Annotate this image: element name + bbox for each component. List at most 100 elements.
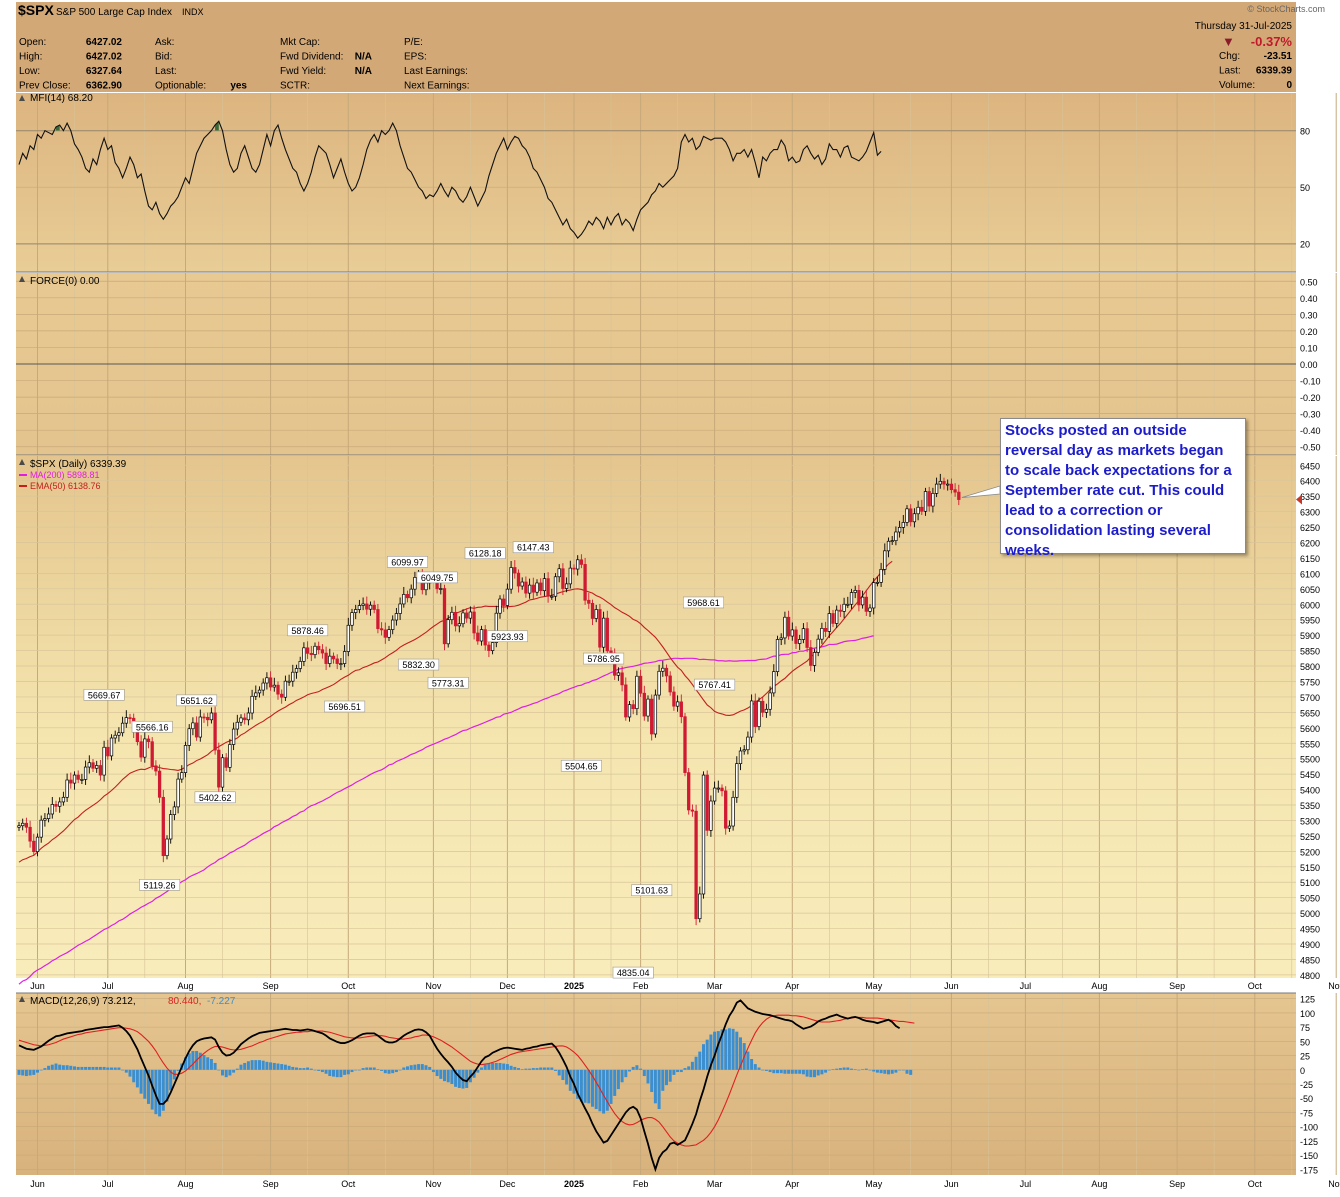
annotation-callout: Stocks posted an outside reversal day as… <box>1000 418 1246 559</box>
macd-histogram-bar <box>235 1068 239 1070</box>
macd-histogram-bar <box>391 1069 395 1074</box>
macd-histogram-bar <box>476 1069 480 1073</box>
macd-histogram-bar <box>565 1069 569 1085</box>
macd-histogram-bar <box>106 1067 110 1070</box>
candle-body <box>261 682 265 691</box>
macd-histogram-bar <box>287 1065 291 1070</box>
macd-histogram-bar <box>801 1069 805 1075</box>
candle-body <box>194 722 199 738</box>
macd-histogram-bar <box>187 1053 191 1070</box>
candle-body <box>106 746 110 757</box>
price-annotation-label: 5878.46 <box>291 626 324 636</box>
x-axis-label: Jul <box>1020 1179 1032 1189</box>
macd-histogram-bar <box>768 1069 772 1073</box>
macd-histogram-bar <box>576 1069 580 1099</box>
candle-body <box>54 804 58 807</box>
candle-body <box>949 483 954 491</box>
price-annotation-label: 5101.63 <box>635 886 668 896</box>
price-tick-label: 5250 <box>1300 832 1320 842</box>
candle-body <box>350 612 354 626</box>
macd-histogram-bar <box>343 1069 347 1075</box>
candle-body <box>912 513 917 523</box>
quote-field-label: Next Earnings: <box>404 81 470 92</box>
macd-tick-label: 0 <box>1300 1066 1305 1076</box>
macd-histogram-bar <box>650 1069 654 1092</box>
macd-histogram-bar <box>302 1068 306 1070</box>
quote-field-value: 6327.64 <box>86 66 123 77</box>
price-annotation-box <box>464 547 506 559</box>
macd-histogram-legend: -7.227 <box>207 996 236 1007</box>
candle-body <box>823 628 828 632</box>
candle-body <box>465 612 469 619</box>
candle-body <box>287 680 291 683</box>
watermark: © StockCharts.com <box>1247 4 1325 14</box>
candle-body <box>187 728 191 746</box>
candle-body <box>846 603 850 606</box>
macd-histogram-bar <box>213 1062 217 1070</box>
macd-histogram-bar <box>335 1069 339 1078</box>
macd-histogram-bar <box>228 1069 232 1076</box>
x-axis-label: Sep <box>1169 981 1185 991</box>
candle-body <box>849 592 854 605</box>
macd-histogram-bar <box>21 1069 25 1076</box>
macd-histogram-bar <box>217 1069 221 1071</box>
candle-body <box>646 698 650 717</box>
legend-triangle-icon <box>19 459 25 465</box>
candle-body <box>720 787 724 792</box>
macd-histogram-bar <box>772 1069 776 1074</box>
candle-body <box>539 582 543 592</box>
candle-body <box>243 717 247 721</box>
macd-histogram-bar <box>113 1067 117 1070</box>
macd-histogram-bar <box>269 1062 273 1070</box>
candle-body <box>568 567 572 585</box>
candle-body <box>738 750 743 764</box>
macd-histogram-bar <box>731 1028 735 1070</box>
macd-histogram-bar <box>58 1064 62 1070</box>
candle-body <box>779 637 783 640</box>
candle-body <box>705 774 709 831</box>
candle-body <box>254 692 258 697</box>
x-axis-label: 2025 <box>564 1179 584 1189</box>
candle-body <box>409 588 413 599</box>
mfi-background <box>16 93 1296 272</box>
price-annotation-box <box>131 720 173 733</box>
candle-body <box>180 772 184 780</box>
candle-body <box>546 578 550 597</box>
quote-field-label: Fwd Yield: <box>280 66 326 77</box>
candle-body <box>498 598 502 614</box>
macd-histogram-bar <box>631 1066 635 1070</box>
candle-body <box>402 594 406 605</box>
candle-body <box>117 732 121 736</box>
price-annotation-label: 5651.62 <box>180 696 213 706</box>
candle-body <box>80 779 84 781</box>
macd-histogram-bar <box>676 1069 680 1073</box>
candle-body <box>35 836 40 853</box>
macd-histogram-bar <box>202 1054 206 1070</box>
force-tick-label: 0.10 <box>1300 343 1318 353</box>
candle-body <box>727 825 732 829</box>
x-axis-label: Aug <box>1091 981 1107 991</box>
candle-body <box>442 588 447 645</box>
candle-body <box>265 677 269 684</box>
candle-body <box>17 825 21 828</box>
price-tick-label: 5900 <box>1300 631 1320 641</box>
candle-body <box>542 578 547 592</box>
candle-body <box>531 584 535 593</box>
quote-field-value: 6427.02 <box>86 52 123 63</box>
macd-histogram-bar <box>587 1069 591 1104</box>
candle-body <box>764 708 769 713</box>
price-tick-label: 4850 <box>1300 955 1320 965</box>
macd-histogram-bar <box>295 1067 298 1070</box>
macd-histogram-bar <box>628 1069 631 1072</box>
macd-signal-legend: 80.440, <box>168 996 201 1007</box>
candle-body <box>709 800 713 831</box>
macd-histogram-bar <box>520 1069 524 1070</box>
macd-histogram-bar <box>110 1067 113 1070</box>
macd-histogram-bar <box>161 1069 165 1111</box>
candle-body <box>768 692 772 710</box>
macd-histogram-bar <box>831 1069 835 1070</box>
x-axis-label: Apr <box>785 981 799 991</box>
candle-body <box>690 809 695 812</box>
candle-body <box>453 611 458 627</box>
quote-field-label: Volume: <box>1219 80 1255 91</box>
